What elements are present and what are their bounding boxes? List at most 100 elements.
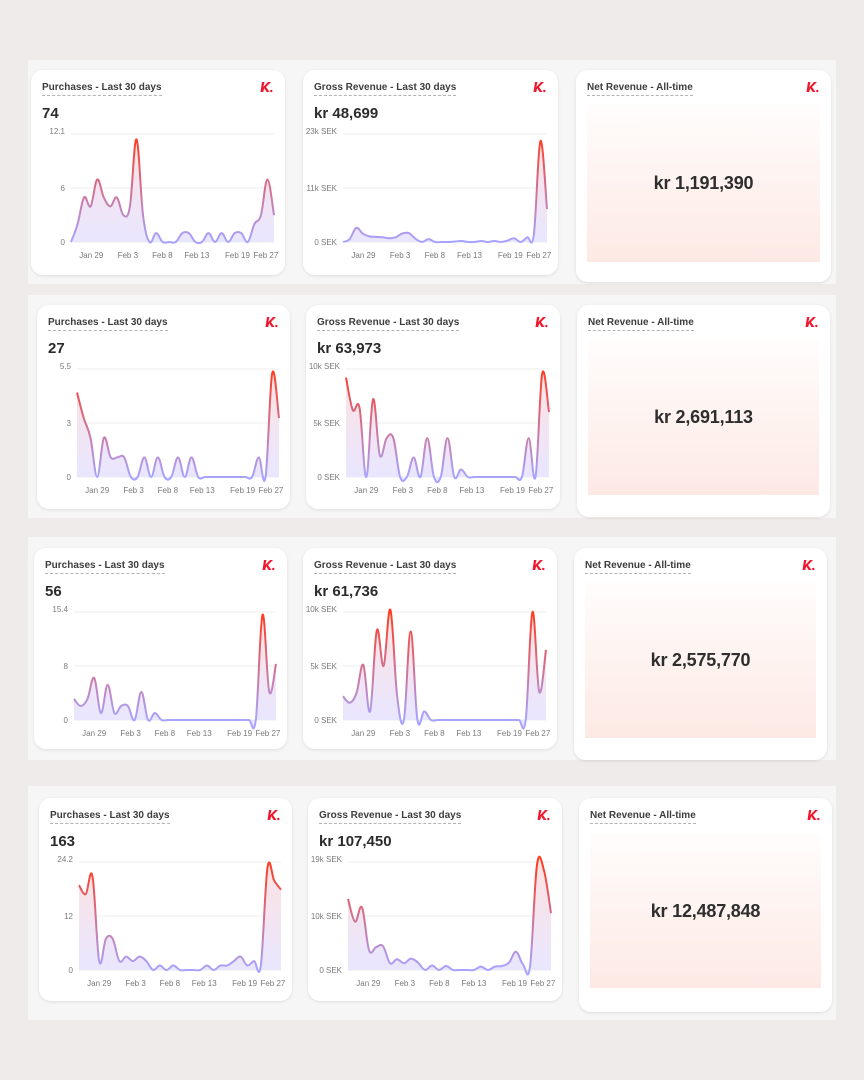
x-tick-label: Feb 8 [427, 486, 448, 495]
card-value: kr 107,450 [319, 833, 392, 850]
x-tick-label: Jan 29 [85, 486, 110, 495]
card-title[interactable]: Net Revenue - All-time [590, 810, 696, 824]
series-line[interactable] [342, 140, 548, 244]
x-tick-label: Feb 27 [258, 486, 283, 495]
y-tick-label: 0 [64, 716, 69, 725]
card-title[interactable]: Net Revenue - All-time [585, 560, 691, 574]
x-tick-label: Feb 3 [395, 979, 416, 988]
net-revenue-card: Net Revenue - All-time kr 2,575,770 [574, 548, 827, 760]
y-tick-label: 0 SEK [319, 966, 342, 975]
y-tick-label: 6 [61, 184, 66, 193]
card-title[interactable]: Gross Revenue - Last 30 days [319, 810, 462, 824]
k-brand-logo-icon [802, 560, 815, 571]
net-revenue-value: kr 2,691,113 [654, 406, 753, 427]
y-tick-label: 5k SEK [310, 662, 337, 671]
x-tick-label: Feb 13 [457, 251, 482, 260]
y-tick-label: 12 [64, 912, 73, 921]
area-fill [343, 140, 547, 243]
y-tick-label: 24.2 [57, 855, 73, 864]
x-tick-label: Feb 13 [192, 979, 217, 988]
x-tick-label: Feb 3 [120, 729, 141, 738]
purchases-chart: 0 3 5.5 Jan 29 Feb 3 Feb 8 Feb 13 Feb 19 Feb 27 [60, 362, 284, 495]
x-tick-label: Feb 27 [530, 979, 555, 988]
x-tick-label: Jan 29 [87, 979, 112, 988]
net-revenue-card: Net Revenue - All-time kr 1,191,390 [576, 70, 831, 282]
y-tick-label: 5k SEK [313, 419, 340, 428]
k-brand-logo-icon [805, 317, 818, 328]
x-tick-label: Feb 27 [253, 251, 278, 260]
x-tick-label: Feb 8 [155, 729, 176, 738]
x-tick-label: Feb 19 [500, 486, 525, 495]
card-value: 163 [50, 833, 76, 850]
card-title[interactable]: Gross Revenue - Last 30 days [317, 317, 460, 331]
k-brand-logo-icon [265, 317, 278, 328]
gross-revenue-chart: 0 SEK 10k SEK 19k SEK Jan 29 Feb 3 Feb 8 Feb 1… [311, 855, 556, 988]
gross-revenue-card: Gross Revenue - Last 30 days kr 63,973 0… [306, 305, 560, 509]
k-brand-logo-icon [806, 82, 819, 93]
net-revenue-panel: kr 2,575,770 [585, 582, 816, 738]
card-title[interactable]: Gross Revenue - Last 30 days [314, 82, 457, 96]
gross-revenue-chart: 0 SEK 5k SEK 10k SEK Jan 29 Feb 3 Feb 8 Feb 13… [306, 605, 551, 738]
card-value: kr 63,973 [317, 340, 382, 357]
card-value: 74 [42, 105, 59, 122]
area-fill [79, 862, 281, 973]
y-tick-label: 10k SEK [306, 605, 338, 614]
area-fill [346, 371, 549, 483]
series-line[interactable] [345, 370, 550, 484]
series-line[interactable] [342, 608, 547, 730]
x-tick-label: Feb 8 [429, 979, 450, 988]
k-brand-logo-icon [807, 810, 820, 821]
x-tick-label: Jan 29 [82, 729, 107, 738]
y-tick-label: 10k SEK [311, 912, 343, 921]
net-revenue-card: Net Revenue - All-time kr 2,691,113 [577, 305, 830, 517]
x-tick-label: Feb 8 [425, 251, 446, 260]
series-line[interactable] [76, 370, 280, 482]
x-tick-label: Feb 19 [230, 486, 255, 495]
gross-revenue-card: Gross Revenue - Last 30 days kr 107,450 … [308, 798, 562, 1001]
card-value: kr 61,736 [314, 583, 379, 600]
net-revenue-value: kr 2,575,770 [650, 649, 751, 670]
k-brand-logo-icon [267, 810, 280, 821]
net-revenue-panel: kr 12,487,848 [590, 834, 821, 988]
x-tick-label: Feb 19 [497, 729, 522, 738]
net-revenue-card: Net Revenue - All-time kr 12,487,848 [579, 798, 832, 1012]
x-tick-label: Jan 29 [351, 251, 376, 260]
gross-revenue-chart: 0 SEK 5k SEK 10k SEK Jan 29 Feb 3 Feb 8 Feb 13… [309, 362, 554, 495]
y-tick-label: 3 [67, 419, 72, 428]
x-tick-label: Feb 8 [160, 979, 181, 988]
y-tick-label: 0 SEK [314, 238, 337, 247]
x-tick-label: Feb 3 [390, 729, 411, 738]
x-tick-label: Feb 27 [525, 729, 550, 738]
x-tick-label: Jan 29 [354, 486, 379, 495]
area-fill [71, 139, 274, 244]
x-tick-label: Feb 19 [498, 251, 523, 260]
y-tick-label: 0 [67, 473, 72, 482]
card-title[interactable]: Purchases - Last 30 days [48, 317, 168, 331]
card-title[interactable]: Purchases - Last 30 days [50, 810, 170, 824]
card-value: 56 [45, 583, 62, 600]
card-title[interactable]: Net Revenue - All-time [587, 82, 693, 96]
card-title[interactable]: Net Revenue - All-time [588, 317, 694, 331]
card-title[interactable]: Gross Revenue - Last 30 days [314, 560, 457, 574]
y-tick-label: 11k SEK [306, 184, 337, 193]
x-tick-label: Feb 3 [390, 251, 411, 260]
x-tick-label: Feb 13 [459, 486, 484, 495]
x-tick-label: Feb 13 [461, 979, 486, 988]
k-brand-logo-icon [533, 82, 546, 93]
series-line[interactable] [73, 613, 277, 730]
x-tick-label: Feb 3 [393, 486, 414, 495]
series-line[interactable] [347, 855, 552, 976]
purchases-card: Purchases - Last 30 days 163 0 12 24.2 Jan … [39, 798, 292, 1001]
x-tick-label: Feb 27 [528, 486, 553, 495]
card-title[interactable]: Purchases - Last 30 days [42, 82, 162, 96]
purchases-card: Purchases - Last 30 days 27 0 3 5.5 Jan 29 F… [37, 305, 290, 509]
series-line[interactable] [70, 138, 275, 245]
card-title[interactable]: Purchases - Last 30 days [45, 560, 165, 574]
series-line[interactable] [78, 861, 282, 973]
y-tick-label: 19k SEK [311, 855, 343, 864]
k-brand-logo-icon [537, 810, 550, 821]
y-tick-label: 8 [64, 662, 69, 671]
x-tick-label: Feb 8 [152, 251, 173, 260]
x-tick-label: Feb 27 [526, 251, 551, 260]
x-tick-label: Feb 19 [502, 979, 527, 988]
